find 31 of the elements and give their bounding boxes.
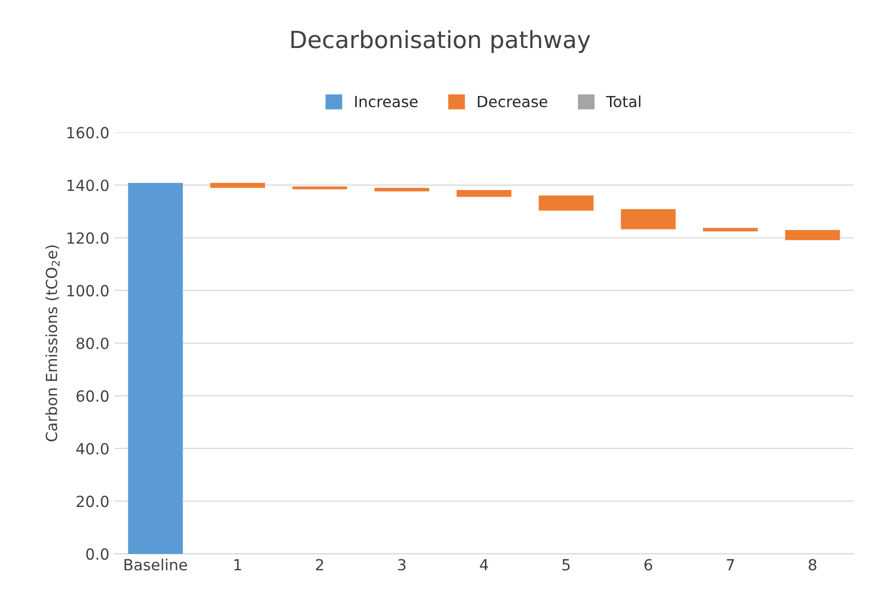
y-axis-title: Carbon Emissions (tCO$_{2}$e): [45, 245, 60, 442]
bar: [210, 182, 265, 188]
y-tick-label: 40.0: [76, 442, 109, 455]
x-tick-label: 7: [726, 559, 734, 570]
legend-label: Increase: [355, 96, 418, 108]
bar: [538, 195, 594, 211]
y-tick-label: 100.0: [67, 284, 109, 296]
y-tick-label: 160.0: [67, 126, 109, 138]
y-tick-label: 120.0: [67, 232, 109, 244]
y-tick-label: 20.0: [76, 496, 109, 508]
bar: [620, 209, 676, 230]
x-tick-label: 8: [808, 558, 816, 571]
y-tick-label: 0.0: [86, 548, 109, 560]
x-tick-label: 5: [562, 559, 570, 571]
x-tick-label: 4: [480, 559, 488, 570]
y-tick-label: 60.0: [76, 390, 109, 402]
x-tick-label: 1: [234, 559, 242, 570]
y-tick-label: 140.0: [67, 180, 109, 192]
x-tick-label: Baseline: [124, 558, 188, 571]
bar: [703, 228, 758, 232]
x-tick-label: 6: [644, 558, 652, 571]
bar: [785, 230, 840, 240]
legend-label: Total: [606, 95, 640, 108]
legend-label: Decrease: [478, 96, 548, 108]
bar: [374, 188, 430, 192]
x-tick-label: 2: [316, 558, 324, 570]
bar: [456, 190, 512, 197]
x-tick-label: 3: [398, 558, 406, 571]
bar: [128, 182, 183, 554]
y-tick-label: 80.0: [76, 338, 109, 350]
chart-title: Decarbonisation pathway: [291, 30, 590, 53]
